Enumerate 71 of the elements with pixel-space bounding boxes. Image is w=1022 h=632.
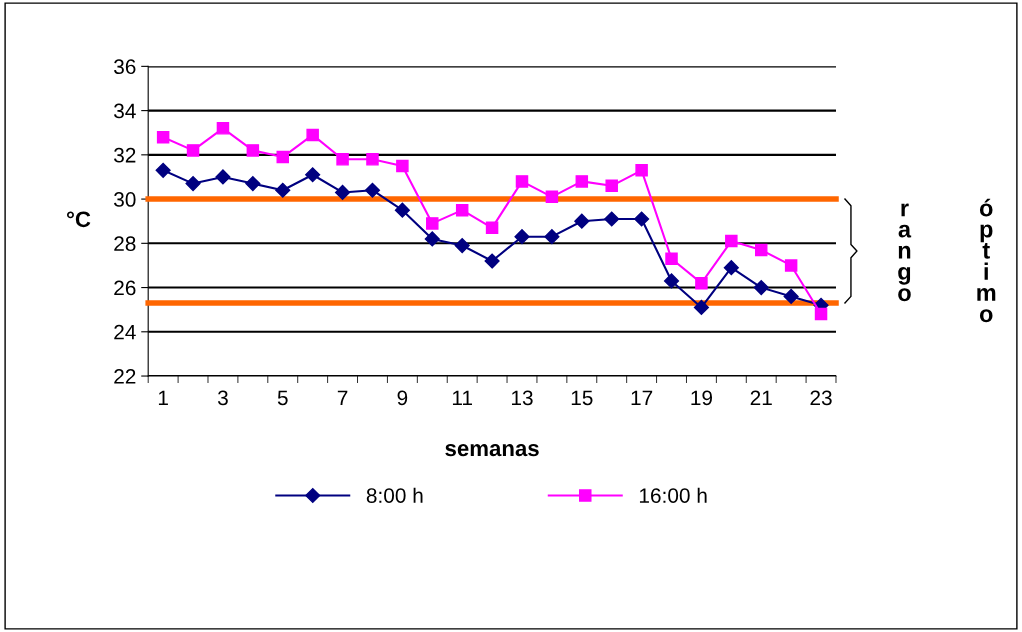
point xyxy=(784,259,798,272)
x-tick-label: 17 xyxy=(631,390,653,406)
point xyxy=(484,253,500,269)
point xyxy=(754,243,768,257)
point xyxy=(695,276,708,290)
point xyxy=(394,202,410,218)
x-tick-label: 3 xyxy=(217,390,228,406)
x-tick-label: 1 xyxy=(158,390,168,406)
point xyxy=(216,122,230,135)
x-tick-label: 15 xyxy=(571,390,593,406)
x-tick-label: 19 xyxy=(691,390,713,406)
legend-label: 16:00 h xyxy=(639,487,707,503)
point xyxy=(693,299,709,316)
point xyxy=(396,159,409,173)
point xyxy=(366,153,379,166)
y-tick-label: 32 xyxy=(114,147,136,163)
point xyxy=(276,150,290,164)
text: óptimo xyxy=(977,198,996,323)
point xyxy=(783,288,799,304)
y-tick-label: 22 xyxy=(114,369,136,384)
y-tick-label: 36 xyxy=(114,59,136,75)
point xyxy=(156,130,170,144)
point xyxy=(275,182,291,198)
point xyxy=(723,260,739,276)
point xyxy=(245,176,261,192)
y-tick-label: 34 xyxy=(114,103,136,119)
point xyxy=(455,203,469,217)
x-tick-label: 11 xyxy=(452,390,472,406)
point xyxy=(665,252,678,266)
x-tick-label: 9 xyxy=(397,390,408,406)
x-tick-label: 23 xyxy=(810,390,832,406)
point xyxy=(426,217,439,230)
point xyxy=(485,221,499,235)
point xyxy=(246,144,260,157)
x-tick-label: 13 xyxy=(512,390,533,406)
point xyxy=(515,175,529,188)
text: rango xyxy=(898,203,912,302)
point xyxy=(814,307,828,321)
point xyxy=(305,167,321,183)
x-tick-label: 21 xyxy=(750,390,772,406)
point xyxy=(753,279,769,296)
point xyxy=(605,179,618,193)
point xyxy=(514,229,530,245)
point xyxy=(725,234,738,248)
point xyxy=(604,211,620,227)
point xyxy=(424,231,440,247)
point xyxy=(663,273,680,289)
point xyxy=(336,153,349,166)
point xyxy=(215,169,231,185)
point xyxy=(544,229,560,245)
y-tick-label: 28 xyxy=(114,236,136,252)
point xyxy=(574,213,590,229)
point xyxy=(306,128,319,142)
y-axis-title: °C xyxy=(67,211,91,228)
point xyxy=(186,144,200,157)
point xyxy=(575,175,589,188)
legend-label: 8:00 h xyxy=(366,487,423,503)
point xyxy=(454,237,470,254)
point xyxy=(185,176,201,192)
y-tick-label: 26 xyxy=(114,280,136,296)
point xyxy=(635,164,648,177)
y-tick-label: 30 xyxy=(114,192,136,207)
x-axis-title: semanas xyxy=(445,444,539,457)
x-tick-label: 7 xyxy=(337,390,348,406)
point xyxy=(155,162,171,178)
x-tick-label: 5 xyxy=(277,390,288,406)
point xyxy=(364,182,381,198)
point xyxy=(334,184,351,201)
y-tick-label: 24 xyxy=(114,324,136,340)
point xyxy=(634,211,650,227)
point xyxy=(545,190,559,204)
